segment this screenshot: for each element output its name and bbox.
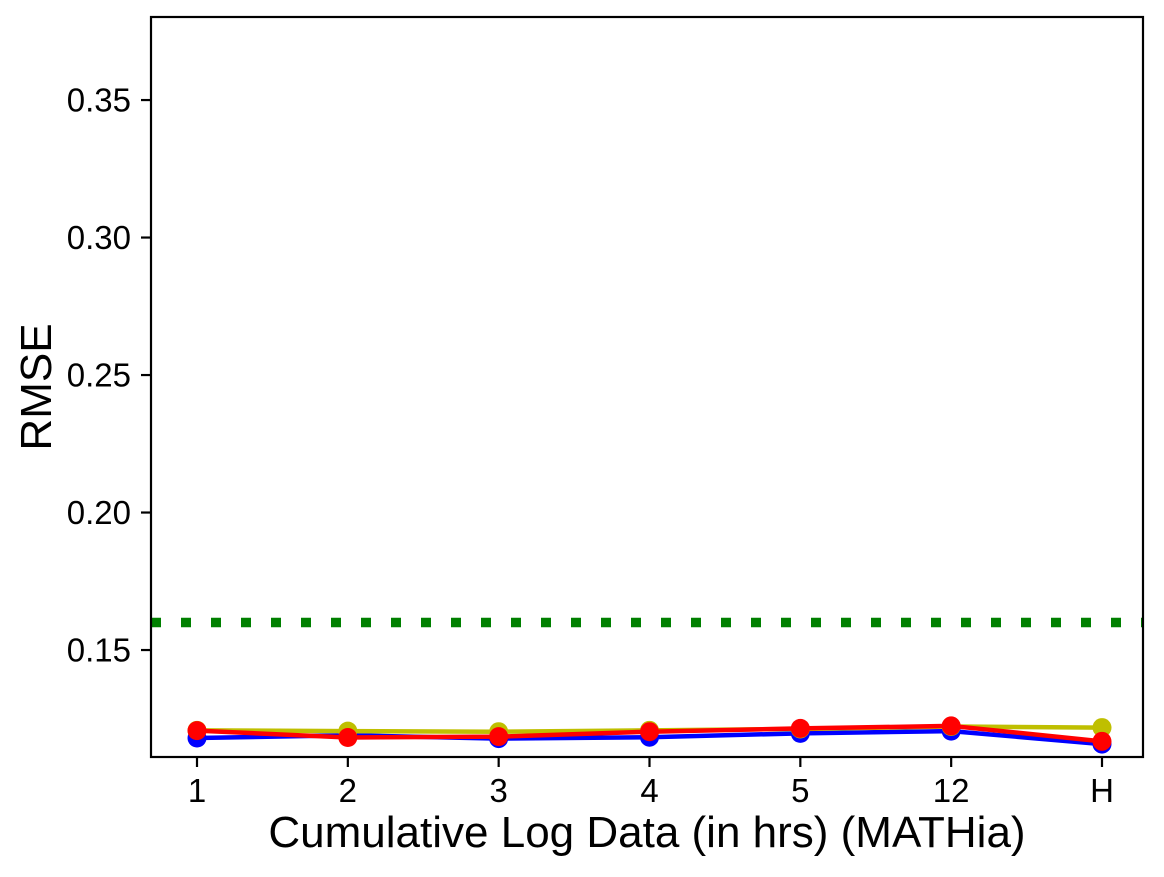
y-tick-label-0.30: 0.30 bbox=[67, 219, 131, 256]
x-tick-label-5: 5 bbox=[791, 772, 809, 809]
marker-yellow-line-H bbox=[1092, 718, 1112, 738]
y-axis-label: RMSE bbox=[12, 323, 61, 451]
marker-red-line-12 bbox=[941, 716, 961, 736]
x-tick-label-H: H bbox=[1090, 772, 1114, 809]
y-tick-label-0.20: 0.20 bbox=[67, 494, 131, 531]
y-tick-label-0.15: 0.15 bbox=[67, 632, 131, 669]
plot-border bbox=[149, 15, 1145, 759]
marker-red-line-3 bbox=[489, 727, 509, 747]
x-tick-label-3: 3 bbox=[489, 772, 507, 809]
x-tick-label-2: 2 bbox=[339, 772, 357, 809]
x-tick-label-1: 1 bbox=[188, 772, 206, 809]
x-axis-label: Cumulative Log Data (in hrs) (MATHia) bbox=[268, 808, 1026, 857]
y-tick-label-0.25: 0.25 bbox=[67, 357, 131, 394]
y-tick-label-0.35: 0.35 bbox=[67, 82, 131, 119]
x-tick-label-12: 12 bbox=[933, 772, 970, 809]
marker-red-line-4 bbox=[640, 722, 659, 742]
marker-red-line-5 bbox=[790, 718, 810, 738]
marker-red-line-1 bbox=[187, 721, 207, 741]
x-tick-label-4: 4 bbox=[640, 772, 658, 809]
marker-red-line-2 bbox=[338, 727, 358, 747]
marker-red-line-H bbox=[1092, 731, 1112, 751]
